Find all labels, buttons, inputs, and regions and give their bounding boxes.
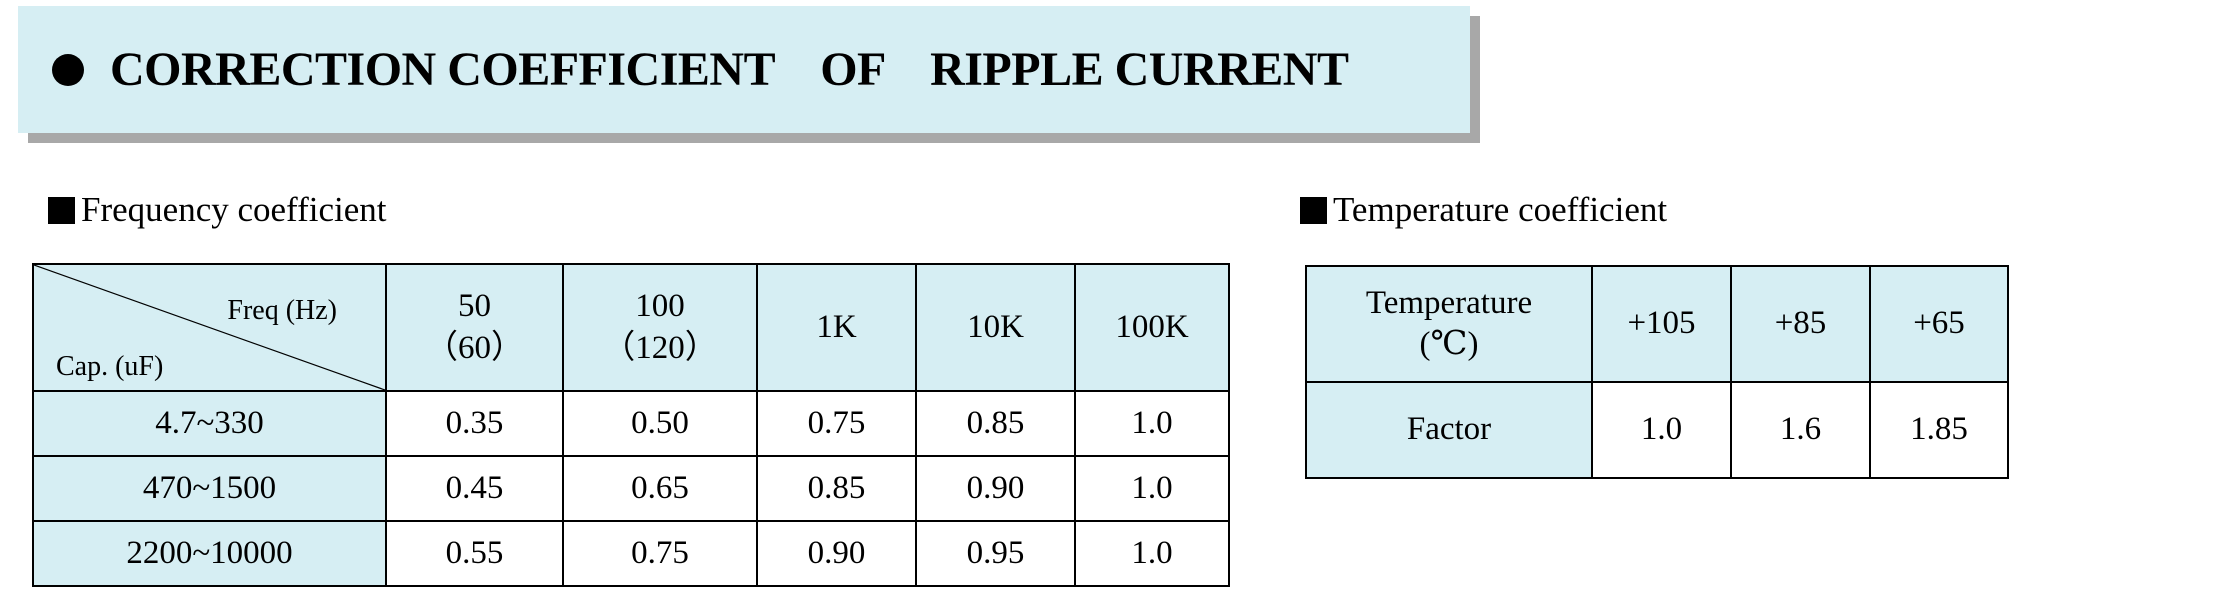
- temperature-header-line2: (℃): [1419, 326, 1479, 362]
- table-cell: 0.95: [915, 520, 1076, 587]
- row-label: Factor: [1305, 381, 1593, 479]
- square-bullet-icon: [48, 196, 75, 224]
- temperature-section-heading: Temperature coefficient: [1300, 185, 1667, 235]
- table-row: 470~1500 0.45 0.65 0.85 0.90 1.0: [32, 455, 1230, 522]
- table-cell: 1.0: [1074, 390, 1230, 457]
- temperature-heading-text: Temperature coefficient: [1333, 190, 1668, 229]
- corner-header-cell: Freq (Hz) Cap. (uF): [32, 263, 387, 392]
- table-cell: 1.0: [1074, 455, 1230, 522]
- row-label: 4.7~330: [32, 390, 387, 457]
- frequency-heading-text: Frequency coefficient: [81, 190, 387, 229]
- table-header-row: Temperature (℃) +105 +85 +65: [1305, 265, 2009, 383]
- table-cell: 1.0: [1591, 381, 1732, 479]
- cap-axis-label: Cap. (uF): [56, 351, 164, 382]
- row-label: 470~1500: [32, 455, 387, 522]
- table-cell: 0.50: [562, 390, 758, 457]
- table-cell: 0.90: [915, 455, 1076, 522]
- table-row: 2200~10000 0.55 0.75 0.90 0.95 1.0: [32, 520, 1230, 587]
- column-header: 1K: [756, 263, 917, 392]
- table-cell: 0.90: [756, 520, 917, 587]
- page-title: CORRECTION COEFFICIENT OF RIPPLE CURRENT: [110, 43, 1349, 96]
- temperature-header-cell: Temperature (℃): [1305, 265, 1593, 383]
- temperature-coefficient-table: Temperature (℃) +105 +85 +65 Factor 1.0 …: [1305, 265, 2009, 479]
- title-banner: CORRECTION COEFFICIENT OF RIPPLE CURRENT: [18, 6, 1470, 133]
- diagonal-divider: [34, 265, 385, 390]
- bullet-icon: [52, 53, 84, 86]
- column-header-line2: （120）: [602, 329, 718, 366]
- table-cell: 0.55: [385, 520, 564, 587]
- table-header-row: Freq (Hz) Cap. (uF) 50 （60） 100 （120） 1K…: [32, 263, 1230, 392]
- column-header-line2: （60）: [425, 329, 524, 366]
- column-header: +105: [1591, 265, 1732, 383]
- column-header: 100 （120）: [562, 263, 758, 392]
- table-cell: 0.85: [756, 455, 917, 522]
- table-cell: 0.45: [385, 455, 564, 522]
- table-cell: 1.0: [1074, 520, 1230, 587]
- table-cell: 1.85: [1869, 381, 2009, 479]
- table-cell: 0.85: [915, 390, 1076, 457]
- frequency-coefficient-table: Freq (Hz) Cap. (uF) 50 （60） 100 （120） 1K…: [32, 263, 1230, 587]
- column-header-line1: 100: [635, 288, 685, 325]
- table-cell: 0.75: [562, 520, 758, 587]
- frequency-section-heading: Frequency coefficient: [48, 185, 386, 235]
- column-header: 50 （60）: [385, 263, 564, 392]
- table-row: Factor 1.0 1.6 1.85: [1305, 381, 2009, 479]
- column-header-line1: 50: [458, 288, 491, 325]
- table-cell: 0.75: [756, 390, 917, 457]
- row-label: 2200~10000: [32, 520, 387, 587]
- square-bullet-icon: [1300, 196, 1327, 224]
- table-cell: 0.35: [385, 390, 564, 457]
- column-header: +85: [1730, 265, 1871, 383]
- table-cell: 0.65: [562, 455, 758, 522]
- temperature-header-line1: Temperature: [1365, 284, 1533, 321]
- column-header: 100K: [1074, 263, 1230, 392]
- freq-axis-label: Freq (Hz): [227, 295, 337, 326]
- table-row: 4.7~330 0.35 0.50 0.75 0.85 1.0: [32, 390, 1230, 457]
- column-header: 10K: [915, 263, 1076, 392]
- table-cell: 1.6: [1730, 381, 1871, 479]
- column-header: +65: [1869, 265, 2009, 383]
